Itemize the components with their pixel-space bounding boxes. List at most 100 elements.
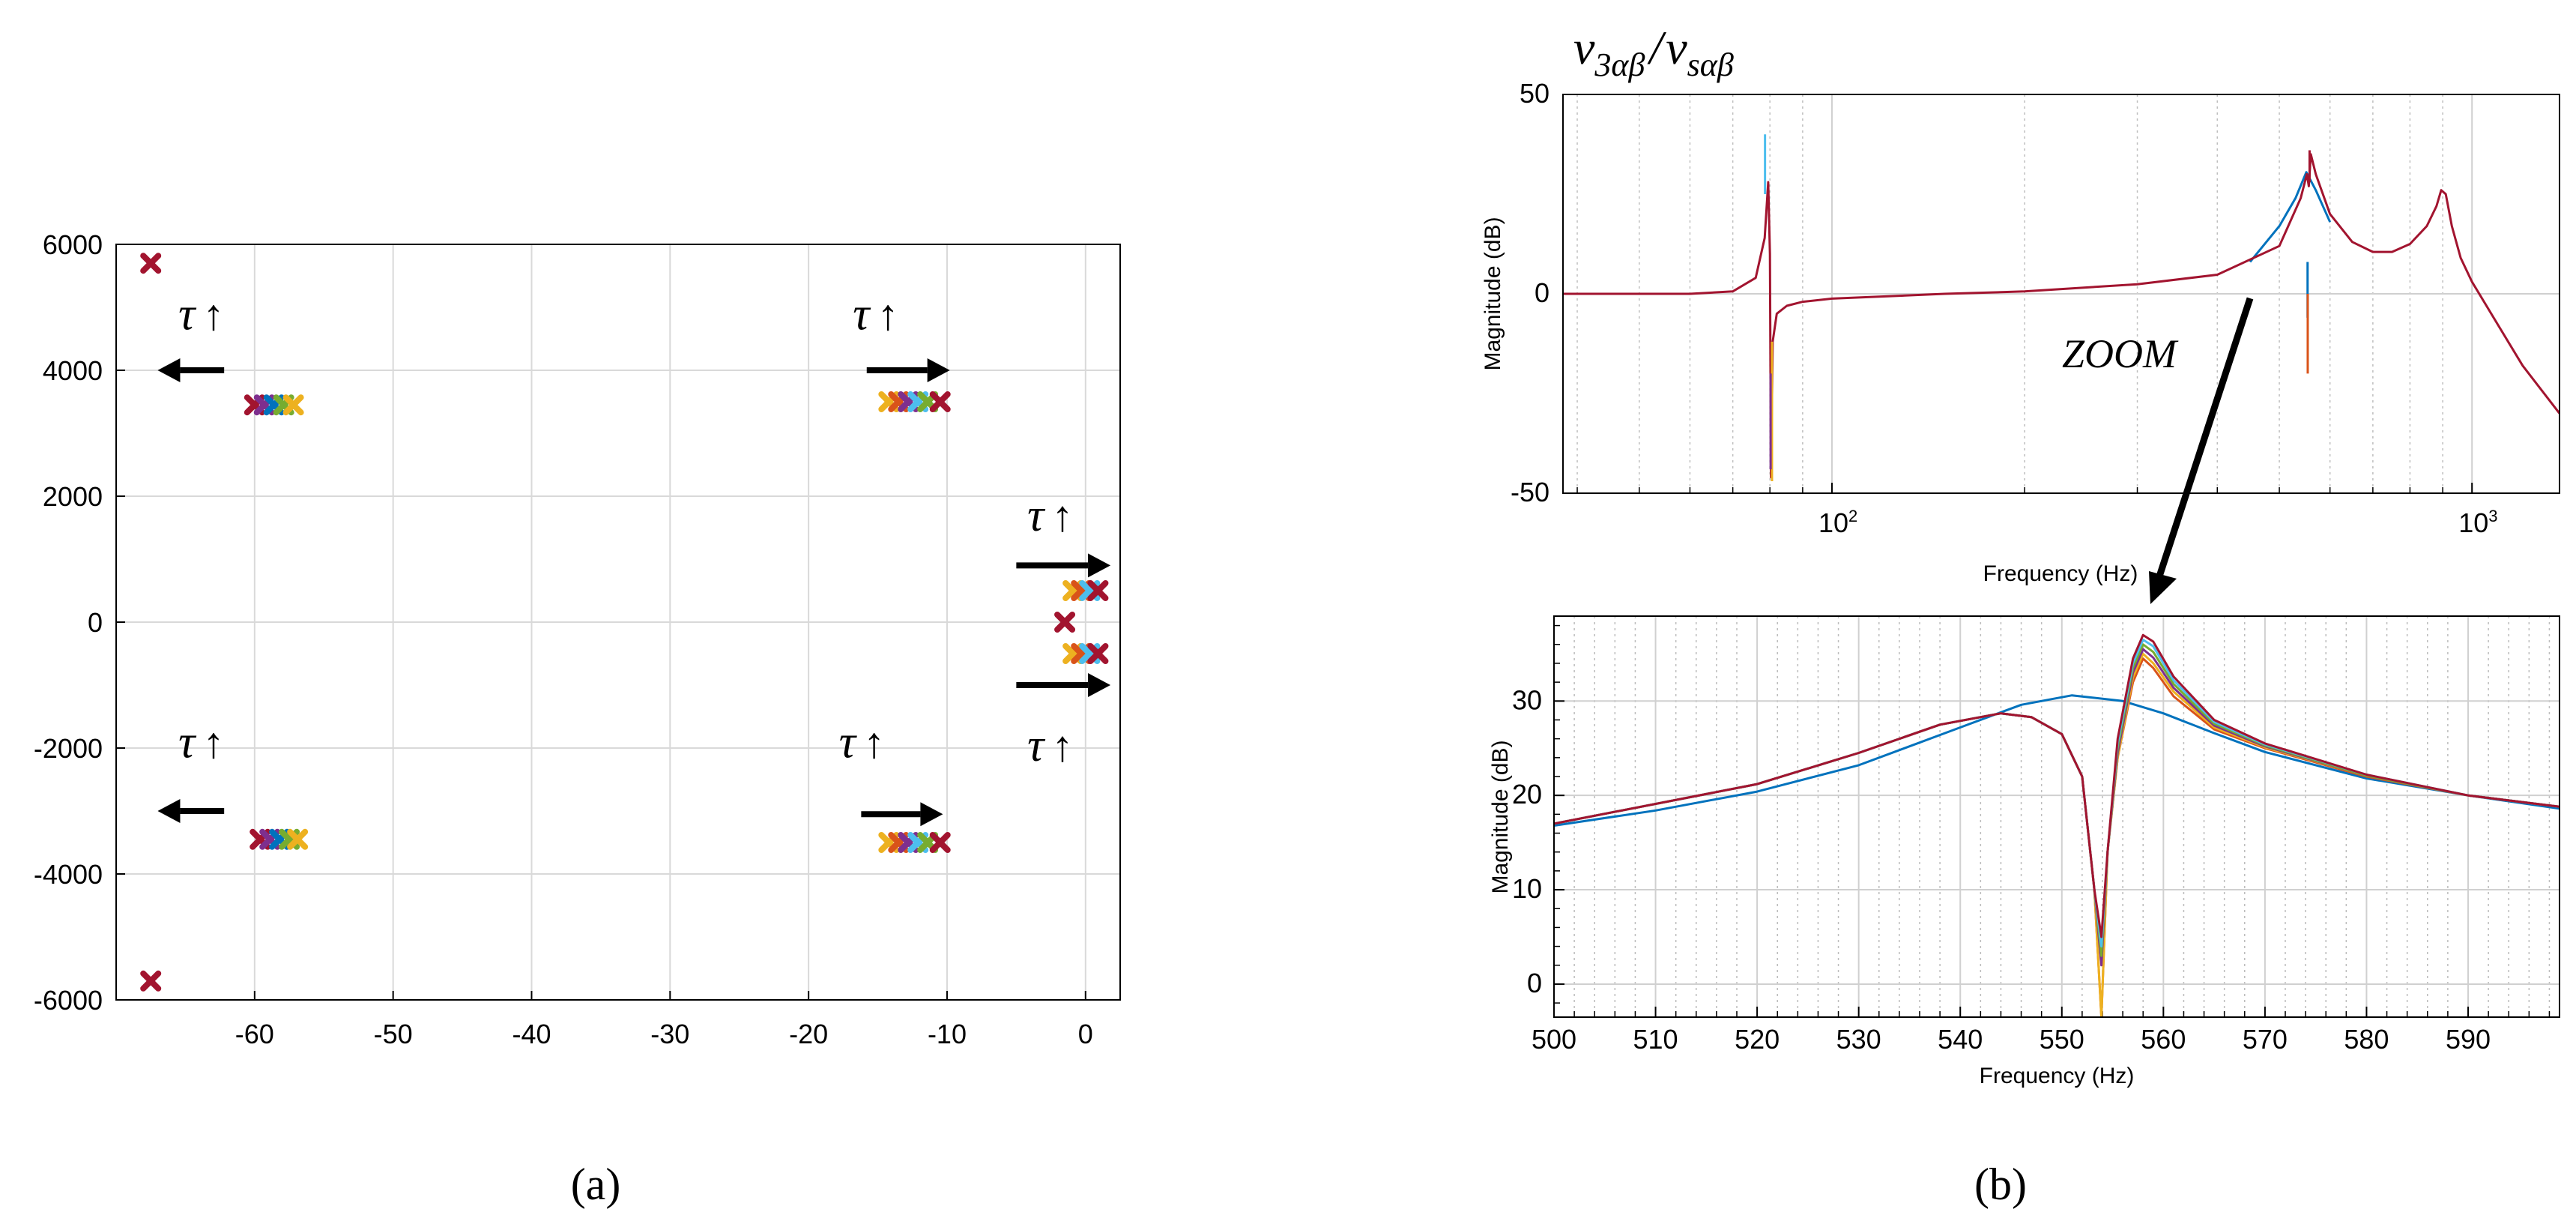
x-tick-label: 540 [1938,1024,1983,1055]
zoom-series-dark-red [1554,633,2560,938]
y-tick-label: -6000 [34,985,103,1016]
panel-b-label: (b) [1974,1160,2027,1209]
x-tick-label: -30 [650,1019,689,1049]
tau-annotation: τ ↑ [157,717,224,823]
y-tick-label: 0 [88,607,103,638]
pole-marker-stroke [929,832,951,853]
y-tick-label: 0 [1535,277,1549,308]
tau-symbol: τ [853,289,871,340]
tau-label: τ ↑ [853,289,898,340]
bode-series-blue [2249,171,2332,263]
up-arrow-glyph: ↑ [863,719,885,768]
pole-marker [1087,580,1109,601]
tau-annotation: τ ↑ [1016,490,1111,578]
x-tick-label: -50 [374,1019,413,1049]
zoom-series-blue [1554,694,2560,827]
up-arrow-glyph: ↑ [877,290,898,339]
tau-label: τ ↑ [839,717,885,768]
zoom-ylabel: Magnitude (dB) [1488,740,1513,893]
tau-annotation: τ ↑ [1016,673,1111,771]
shift-arrow-head [1088,553,1111,578]
pole-marker [140,970,162,992]
up-arrow-glyph: ↑ [202,719,224,768]
x-tick-label: 103 [2458,507,2497,538]
tau-symbol: τ [1027,490,1046,541]
y-tick-label: 10 [1512,873,1542,904]
x-tick-label: 520 [1735,1024,1780,1055]
tau-label: τ ↑ [178,289,224,340]
x-tick-label: 530 [1836,1024,1881,1055]
tau-label: τ ↑ [1027,490,1073,541]
x-tick-label: -10 [928,1019,967,1049]
zoom-panel: 500 510 520 530 540 550 560 570 580 590 0 10 20 30 Ma… [1488,615,2560,1209]
tau-annotation: τ ↑ [839,717,943,827]
title-sub2: sαβ [1687,46,1734,83]
x-tick-label: 550 [2040,1024,2084,1055]
x-tick-label: 580 [2344,1024,2389,1055]
y-tick-label: -50 [1511,477,1549,507]
y-tick-label: 0 [1527,968,1542,998]
pole-marker-stroke [1087,580,1109,601]
pole-marker [929,832,951,853]
x-tick-exponent: 2 [1848,507,1857,525]
up-arrow-glyph: ↑ [202,290,224,339]
tau-symbol: τ [1027,720,1046,771]
pole-marker-stroke [929,391,951,412]
tau-annotation: τ ↑ [157,289,224,382]
title-sub1: 3αβ [1594,46,1645,83]
x-tick-label: 510 [1633,1024,1678,1055]
x-tick-exponent: 3 [2488,507,2497,525]
x-tick-label: 0 [1078,1019,1093,1049]
x-tick-base: 10 [2458,507,2488,538]
x-tick-label: -60 [235,1019,274,1049]
tau-symbol: τ [178,717,197,768]
tau-symbol: τ [178,289,197,340]
tau-label: τ ↑ [178,717,224,768]
x-tick-label: -20 [789,1019,828,1049]
shift-arrow-head [927,358,950,382]
pole-marker-stroke [287,828,309,850]
tau-annotation: τ ↑ [853,289,950,382]
pole-marker [287,828,309,850]
title-v1: v [1573,21,1595,74]
zoom-xlabel: Frequency (Hz) [1980,1064,2135,1088]
zoom-arrow [2149,297,2254,604]
shift-arrow-head [157,799,181,823]
tau-symbol: τ [839,717,858,768]
pole-marker-stroke [1054,612,1076,633]
pole-marker-stroke [140,970,162,992]
y-tick-label: -2000 [34,733,103,764]
pole-marker [140,253,162,274]
pole-marker [1054,612,1076,633]
pole-marker-stroke [282,394,304,416]
x-tick-label: 102 [1818,507,1857,538]
y-tick-label: 2000 [43,481,103,512]
bode-xlabel: Frequency (Hz) [1983,561,2138,586]
x-tick-label: 590 [2446,1024,2491,1055]
zoom-label: ZOOM [2062,331,2179,376]
up-arrow-glyph: ↑ [1051,722,1073,771]
x-tick-label: 560 [2141,1024,2186,1055]
y-tick-label: 50 [1520,78,1549,109]
y-tick-label: 30 [1512,684,1542,715]
shift-arrow-head [920,802,943,827]
y-tick-label: 20 [1512,779,1542,810]
up-arrow-glyph: ↑ [1051,492,1073,540]
panel-a-label: (a) [571,1160,621,1209]
pole-marker [1087,643,1109,664]
x-tick-label: 500 [1532,1024,1576,1055]
y-tick-label: 6000 [43,229,103,260]
pole-marker [929,391,951,412]
shift-arrow-head [1088,673,1111,697]
pole-marker [282,394,304,416]
x-tick-label: -40 [512,1019,551,1049]
shift-arrow-head [157,358,181,382]
bode-series-main [1563,153,2560,479]
y-tick-label: 4000 [43,355,103,386]
title-v2: v [1666,21,1687,74]
tau-label: τ ↑ [1027,720,1073,771]
pole-map-panel: -60 -50 -40 -30 -20 -10 0 -6000 -4000 -2000 0 2000 4… [34,229,1121,1209]
x-tick-label: 570 [2243,1024,2288,1055]
x-tick-base: 10 [1818,507,1848,538]
bode-ylabel: Magnitude (dB) [1481,217,1505,370]
